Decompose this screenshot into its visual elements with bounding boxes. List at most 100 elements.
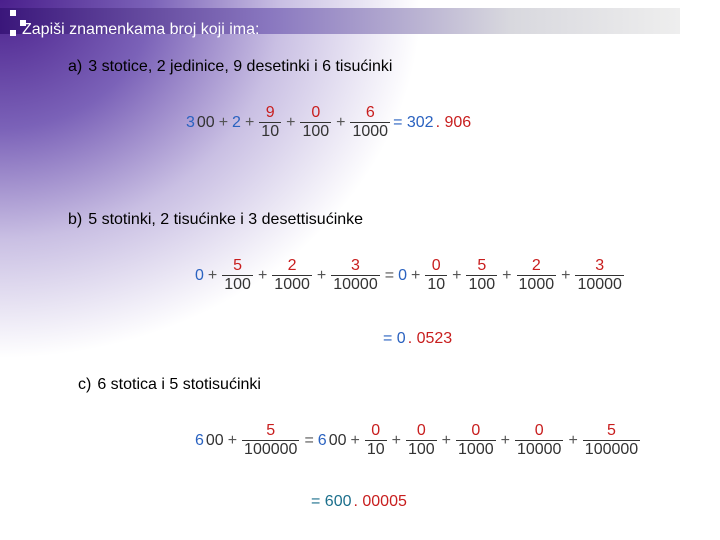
term: = 0 <box>383 330 406 347</box>
fraction: 0 10 <box>364 422 387 459</box>
task-text: 3 stotice, 2 jedinice, 9 desetinki i 6 t… <box>88 58 393 75</box>
numerator: 0 <box>416 422 426 439</box>
numerator: 2 <box>531 257 541 274</box>
denominator: 1000 <box>516 275 557 293</box>
task-label: c) <box>78 376 92 393</box>
denominator: 100 <box>300 122 332 140</box>
term: 2 <box>232 113 241 131</box>
operator: + <box>441 431 452 449</box>
denominator: 100 <box>222 275 253 293</box>
task-text: 5 stotinki, 2 tisućinke i 3 desettisućin… <box>88 211 364 228</box>
fraction: 5 100 <box>222 257 253 294</box>
fraction: 5 100 <box>466 257 498 294</box>
deco <box>20 20 26 26</box>
fraction: 3 10000 <box>331 257 380 294</box>
term: 00 <box>205 431 224 449</box>
equation: = 600. 00005 <box>310 493 408 511</box>
task: c) 6 stotica i 5 stotisućinki <box>78 376 267 394</box>
numerator: 0 <box>371 422 381 439</box>
operator: + <box>410 266 421 284</box>
numerator: 5 <box>607 422 616 439</box>
operator: + <box>350 431 360 449</box>
fraction: 5 100000 <box>582 422 641 459</box>
task-label: a) <box>68 58 83 75</box>
task-label: b) <box>68 211 83 228</box>
numerator: 0 <box>431 257 441 274</box>
task: a) 3 stotice, 2 jedinice, 9 desetinki i 6… <box>68 58 398 76</box>
fraction: 0 10000 <box>514 422 564 459</box>
task: b) 5 stotinki, 2 tisućinke i 3 desettisuć… <box>68 211 369 229</box>
fraction: 6 1000 <box>350 104 391 141</box>
numerator: 3 <box>351 257 360 274</box>
term: = 600 <box>311 493 352 510</box>
term: . 906 <box>435 113 472 131</box>
denominator: 100000 <box>242 440 300 458</box>
operator: + <box>316 266 327 284</box>
term: 0 <box>195 266 204 284</box>
numerator: 5 <box>477 257 487 274</box>
operator: + <box>257 266 268 284</box>
numerator: 5 <box>266 422 276 439</box>
deco <box>10 30 16 36</box>
deco <box>10 10 16 16</box>
numerator: 0 <box>471 422 481 439</box>
term: . 0523 <box>407 330 453 347</box>
equation: = 0. 0523 <box>382 330 453 348</box>
fraction: 9 10 <box>259 104 282 141</box>
denominator: 10 <box>425 275 448 293</box>
term: = 302 <box>393 113 434 131</box>
fraction: 0 100 <box>405 422 437 459</box>
task-text: 6 stotica i 5 stotisućinki <box>97 376 261 393</box>
numerator: 0 <box>534 422 544 439</box>
term: . 00005 <box>353 493 407 510</box>
numerator: 2 <box>287 257 297 274</box>
denominator: 10 <box>364 440 387 458</box>
denominator: 1000 <box>272 275 312 293</box>
denominator: 10000 <box>331 275 380 293</box>
equation: 0 +5 100 +2 1000 +3 10000 = 0 +0 10 +5 100 +2 1000 +3 10… <box>194 257 626 294</box>
denominator: 100 <box>466 275 498 293</box>
operator: + <box>218 113 229 131</box>
equation: 6 00 +5 100000 = 6 00 +0 10 +0 100 +0 1000 +0 10000 +5 1… <box>194 422 642 459</box>
operator: + <box>500 431 510 449</box>
title-bar <box>0 8 680 34</box>
term: 00 <box>328 431 347 449</box>
operator: = <box>384 266 395 284</box>
operator: + <box>568 431 578 449</box>
denominator: 1000 <box>350 122 391 140</box>
operator: = <box>304 431 314 449</box>
denominator: 1000 <box>456 440 496 458</box>
numerator: 5 <box>233 257 243 274</box>
operator: + <box>391 431 401 449</box>
fraction: 2 1000 <box>272 257 312 294</box>
denominator: 10 <box>259 122 282 140</box>
term: 0 <box>398 266 407 284</box>
numerator: 9 <box>265 104 275 121</box>
denominator: 10000 <box>575 275 624 293</box>
operator: + <box>336 113 346 131</box>
equation: 3 00 +2 +9 10 +0 100 +6 1000 = 302. 906 <box>185 104 472 141</box>
fraction: 2 1000 <box>516 257 557 294</box>
fraction: 3 10000 <box>575 257 624 294</box>
term: 3 <box>186 113 195 131</box>
operator: + <box>502 266 512 284</box>
fraction: 0 1000 <box>456 422 496 459</box>
term: 6 <box>317 431 327 449</box>
term: 00 <box>196 113 215 131</box>
fraction: 5 100000 <box>242 422 300 459</box>
numerator: 3 <box>595 257 605 274</box>
numerator: 6 <box>365 104 375 121</box>
term: 6 <box>195 431 204 449</box>
denominator: 100 <box>405 440 437 458</box>
denominator: 100000 <box>582 440 641 458</box>
numerator: 0 <box>311 104 321 121</box>
title: Zapiši znamenkama broj koji ima: <box>22 21 260 38</box>
fraction: 0 10 <box>425 257 448 294</box>
operator: + <box>227 431 238 449</box>
operator: + <box>561 266 571 284</box>
operator: + <box>207 266 218 284</box>
operator: + <box>452 266 462 284</box>
operator: + <box>286 113 296 131</box>
fraction: 0 100 <box>300 104 332 141</box>
